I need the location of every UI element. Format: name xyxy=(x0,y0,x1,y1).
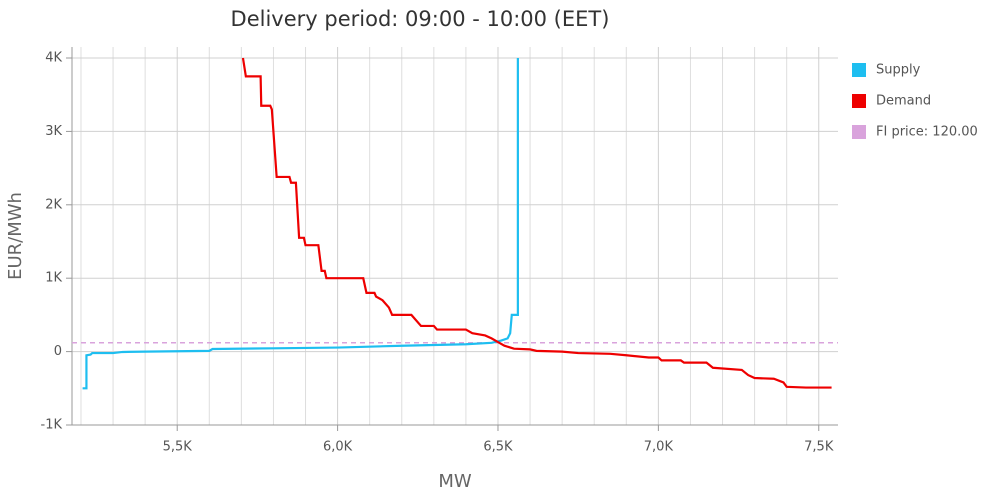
y-tick-label: 0 xyxy=(54,344,62,359)
x-tick-label: 7,0K xyxy=(644,440,674,455)
y-axis-label: EUR/MWh xyxy=(5,192,26,280)
y-tick-label: 2K xyxy=(45,197,62,212)
x-tick-label: 6,5K xyxy=(483,440,513,455)
x-tick-label: 6,0K xyxy=(323,440,353,455)
series-line xyxy=(82,58,519,390)
legend-swatch xyxy=(852,125,866,139)
y-tick-label: -1K xyxy=(41,418,63,433)
y-tick-label: 1K xyxy=(45,271,62,286)
legend-swatch xyxy=(852,63,866,77)
chart-title: Delivery period: 09:00 - 10:00 (EET) xyxy=(231,7,610,31)
legend-label: FI price: 120.00 xyxy=(876,125,978,140)
legend-label: Supply xyxy=(876,63,921,78)
y-tick-label: 3K xyxy=(45,124,62,139)
x-tick-label: 7,5K xyxy=(804,440,834,455)
x-tick-label: 5,5K xyxy=(163,440,193,455)
x-axis-label: MW xyxy=(438,471,472,492)
legend-label: Demand xyxy=(876,94,931,109)
series-line xyxy=(241,57,832,389)
legend-swatch xyxy=(852,94,866,108)
y-tick-label: 4K xyxy=(45,51,62,66)
